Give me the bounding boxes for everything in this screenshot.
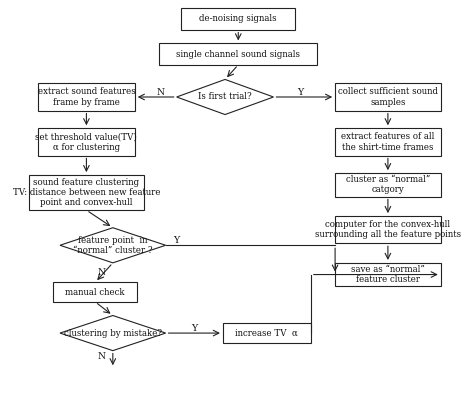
FancyBboxPatch shape [335,263,441,286]
FancyBboxPatch shape [335,83,441,111]
Text: computer for the convex-hull
surrounding all the feature points: computer for the convex-hull surrounding… [315,220,461,239]
FancyBboxPatch shape [335,128,441,156]
Polygon shape [177,79,273,114]
Text: N: N [98,268,106,277]
Polygon shape [60,228,165,263]
Text: single channel sound signals: single channel sound signals [176,50,300,59]
Text: N: N [156,88,164,97]
Text: Y: Y [173,236,180,245]
Text: extract features of all
the shirt-time frames: extract features of all the shirt-time f… [341,132,435,152]
Text: increase TV  α: increase TV α [236,329,298,338]
Polygon shape [60,316,165,351]
FancyBboxPatch shape [38,128,135,156]
Text: Is first trial?: Is first trial? [198,92,252,101]
Text: set threshold value(TV)
α for clustering: set threshold value(TV) α for clustering [36,132,137,152]
FancyBboxPatch shape [181,8,295,30]
FancyBboxPatch shape [38,83,135,111]
Text: manual check: manual check [65,288,125,297]
Text: sound feature clustering
TV: distance between new feature
point and convex-hull: sound feature clustering TV: distance be… [13,178,160,208]
Text: clustering by mistake?: clustering by mistake? [64,329,162,338]
FancyBboxPatch shape [335,216,441,243]
FancyBboxPatch shape [54,282,137,302]
FancyBboxPatch shape [159,43,318,65]
Text: Y: Y [297,88,303,97]
Text: Y: Y [191,324,197,333]
Text: save as “normal”
feature cluster: save as “normal” feature cluster [351,265,425,284]
Text: collect sufficient sound
samples: collect sufficient sound samples [338,87,438,107]
Text: cluster as “normal”
catgory: cluster as “normal” catgory [346,175,430,195]
FancyBboxPatch shape [223,323,311,343]
Text: de-noising signals: de-noising signals [200,15,277,24]
FancyBboxPatch shape [335,173,441,196]
FancyBboxPatch shape [29,175,144,210]
Text: extract sound features
frame by frame: extract sound features frame by frame [37,87,135,107]
Text: feature point  in
“normal” cluster ?: feature point in “normal” cluster ? [73,235,153,255]
Text: N: N [98,352,106,361]
